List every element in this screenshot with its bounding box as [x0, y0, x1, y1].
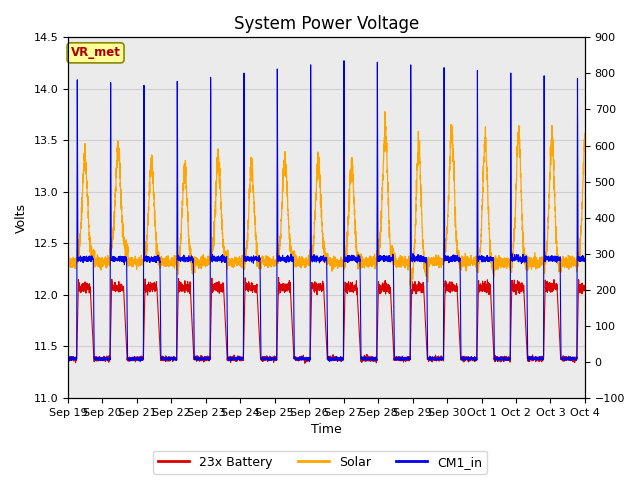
Legend: 23x Battery, Solar, CM1_in: 23x Battery, Solar, CM1_in: [153, 451, 487, 474]
Text: VR_met: VR_met: [70, 47, 120, 60]
Title: System Power Voltage: System Power Voltage: [234, 15, 419, 33]
Y-axis label: Volts: Volts: [15, 203, 28, 233]
X-axis label: Time: Time: [311, 423, 342, 436]
